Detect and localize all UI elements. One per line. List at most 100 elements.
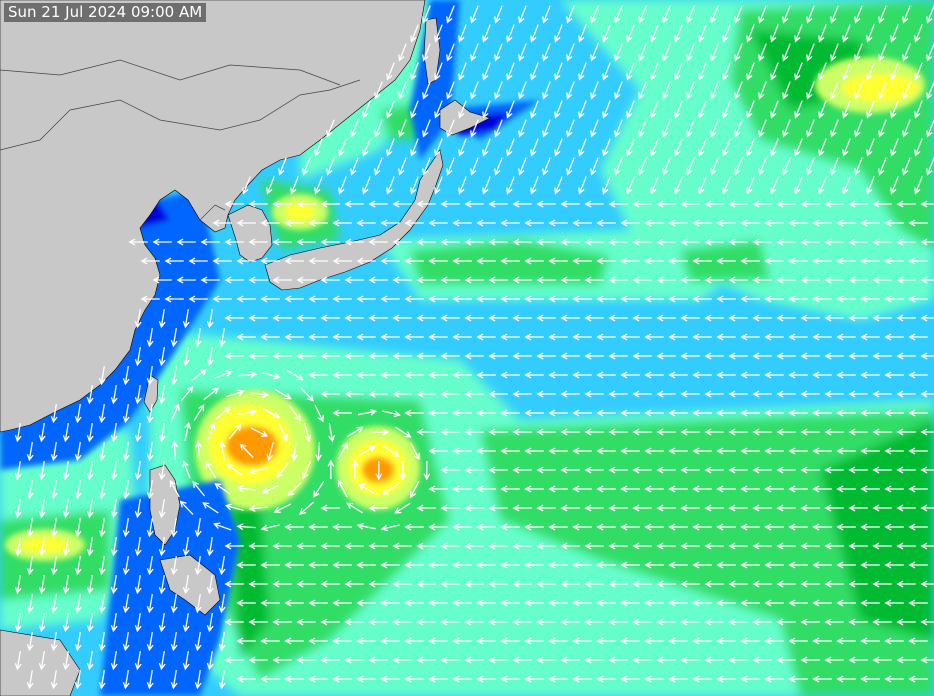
wave-arrow [872,504,892,512]
wave-arrow [171,440,179,461]
wave-arrow [560,656,580,664]
wave-arrow [86,536,94,557]
wave-arrow [332,637,352,645]
wave-arrow [410,62,419,81]
wave-arrow [806,157,815,176]
wave-arrow [632,276,652,284]
wave-arrow [500,523,520,531]
wave-arrow [788,333,808,341]
wave-arrow [536,618,556,626]
wave-arrow [758,81,767,100]
wave-arrow [404,219,424,227]
wave-arrow [770,176,779,195]
wave-arrow [656,504,676,512]
wave-arrow [452,371,472,379]
wave-arrow [560,238,580,246]
wave-arrow [464,428,484,436]
wave-arrow [250,427,269,437]
wave-arrow [620,333,640,341]
wave-arrow [920,504,934,512]
wave-arrow [308,295,328,303]
wave-arrow [98,365,106,386]
wave-arrow [866,62,875,81]
wave-arrow [464,618,484,626]
wave-arrow [158,536,166,557]
wave-arrow [554,176,563,195]
wave-arrow [284,295,304,303]
wave-arrow [404,257,424,265]
wave-arrow [788,257,808,265]
wave-arrow [836,637,856,645]
wave-arrow [368,352,388,360]
wave-arrow [260,524,280,532]
wave-arrow [680,618,700,626]
wave-arrow [740,561,760,569]
wave-arrow [884,485,904,493]
wave-arrow [914,138,923,157]
wave-arrow [380,333,400,341]
wave-arrow [452,485,472,493]
wave-arrow [134,384,142,405]
wave-arrow [590,43,599,62]
wave-arrow [260,599,280,607]
wave-arrow [530,176,539,195]
wave-arrow [728,542,748,550]
wave-arrow [440,428,460,436]
wave-arrow [692,485,712,493]
wave-arrow [590,157,599,176]
wave-arrow [512,618,532,626]
wave-arrow [782,81,791,100]
wave-arrow [236,257,256,265]
wave-arrow [704,542,724,550]
wave-arrow [434,138,443,157]
wave-arrow [800,390,820,398]
wave-arrow [380,637,400,645]
wave-arrow [584,238,604,246]
wave-arrow [266,176,275,195]
wave-arrow [554,100,563,119]
wave-arrow [50,555,58,576]
wave-arrow [638,81,647,100]
wave-arrow [332,599,352,607]
wave-arrow [596,675,616,683]
wave-arrow [776,504,796,512]
wave-arrow [716,257,736,265]
wave-arrow [488,542,508,550]
wave-arrow [134,536,142,557]
wave-arrow [608,314,628,322]
wave-arrow [26,631,34,652]
wave-arrow [560,542,580,550]
wave-arrow [62,650,70,671]
wave-arrow [146,403,154,424]
wave-arrow [512,314,532,322]
wave-arrow [350,157,359,176]
wave-arrow [386,62,395,81]
wave-arrow [644,675,664,683]
wave-arrow [476,219,496,227]
wave-arrow [122,441,130,462]
wave-arrow [608,466,628,474]
wave-arrow [716,295,736,303]
wave-arrow [782,119,791,138]
wave-arrow [62,498,70,519]
wave-arrow [524,561,544,569]
wave-arrow [394,502,411,514]
wave-arrow [848,390,868,398]
wave-arrow [842,176,851,195]
wave-arrow [896,504,916,512]
wave-arrow [74,403,82,424]
wave-arrow [224,503,244,512]
wave-arrow [920,580,934,588]
wave-arrow [860,333,880,341]
wave-arrow [704,618,724,626]
wave-arrow [214,483,231,495]
wave-arrow [662,81,671,100]
wave-arrow [74,593,82,614]
wave-arrow [680,200,700,208]
wave-arrow [464,200,484,208]
wave-arrow [122,479,130,500]
wave-arrow [740,447,760,455]
wave-arrow [842,62,851,81]
wave-arrow [368,200,388,208]
wave-arrow [920,656,934,664]
